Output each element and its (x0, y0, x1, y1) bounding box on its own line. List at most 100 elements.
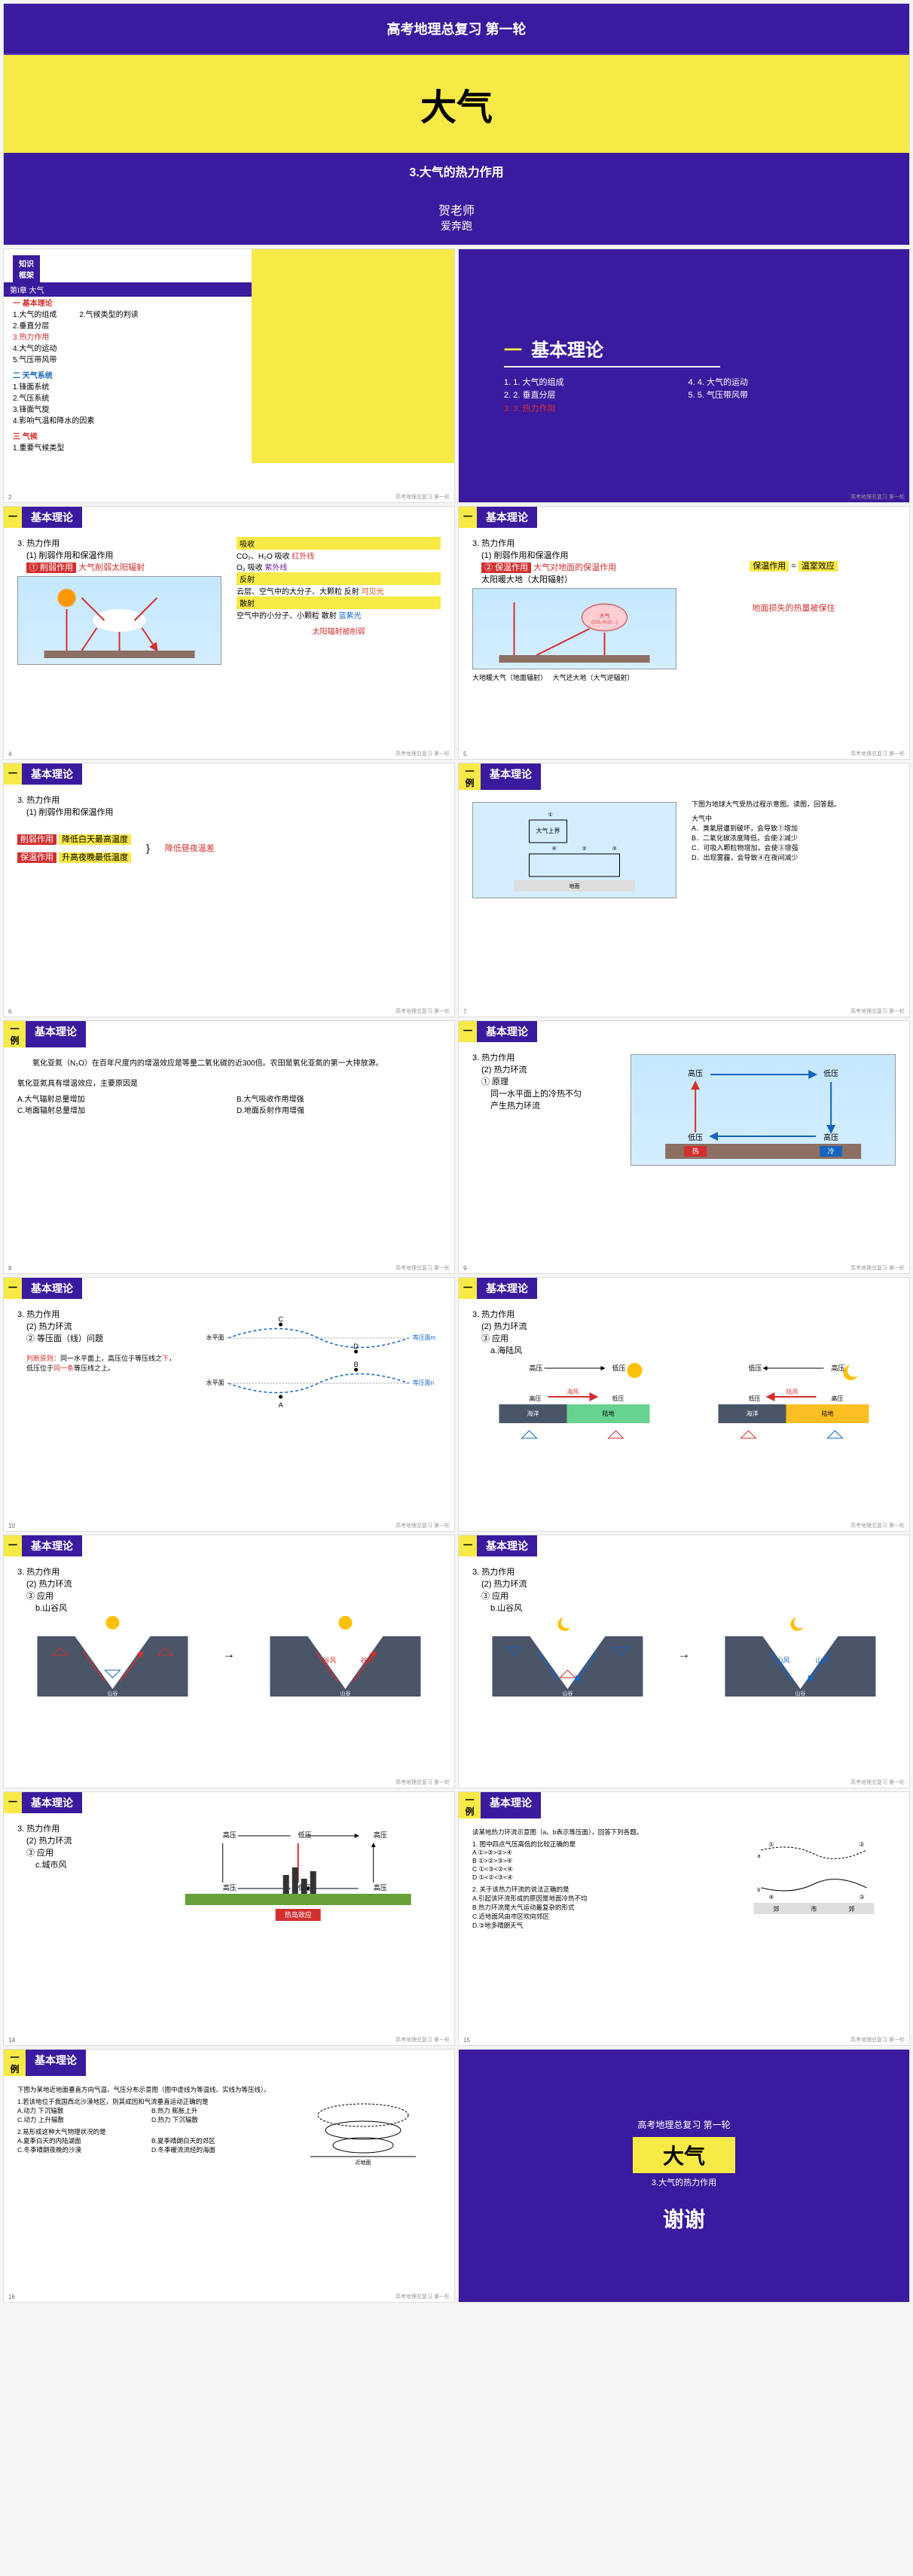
svg-text:陆地: 陆地 (603, 1410, 615, 1417)
section-intro-slide: 一基本理论 1. 大气的组成 2. 垂直分层 3. 热力作用 4. 大气的运动 … (458, 248, 910, 503)
isobar-diagram: C D A B 等压面m 等压面n 水平面 水平面 (196, 1308, 441, 1413)
weaken-diagram (17, 576, 221, 665)
slide-valley-day: 一基本理论 3. 热力作用 (2) 热力环流 ③ 应用 b.山谷风 山峰 山峰 … (3, 1535, 455, 1789)
slide-insulate: 一基本理论 3. 热力作用 (1) 削弱作用和保温作用 ② 保温作用 大气对地面… (458, 506, 910, 761)
toc-slide: 知识框架 第I章 大气 一 基本理论 1.大气的组成 2.垂直分层 3.热力作用… (3, 248, 455, 503)
slide-example-1: 一 例基本理论 大气上界 ① ② ③ ④ 地面 下图为地球大气受热过程示意图。读… (458, 763, 910, 1017)
svg-text:B: B (353, 1361, 358, 1368)
svg-text:a: a (758, 1854, 761, 1859)
svg-text:山谷: 山谷 (107, 1690, 118, 1697)
svg-text:山风: 山风 (776, 1657, 789, 1664)
svg-text:山峰: 山峰 (738, 1629, 749, 1636)
slide-example-3: 一 例基本理论 读某地热力环流示意图（a、b表示等压面），回答下列各题。 1. … (458, 1791, 910, 2046)
svg-text:海洋: 海洋 (527, 1410, 539, 1417)
example-4-diagram: 近地面 (286, 2085, 441, 2168)
svg-text:山谷: 山谷 (795, 1690, 805, 1697)
seabreeze-day: 高压低压 海洋 陆地 高压低压 海风 (472, 1359, 676, 1442)
svg-text:高压: 高压 (688, 1069, 703, 1078)
svg-text:C: C (278, 1315, 283, 1323)
slide-isobar: 一基本理论 3. 热力作用 (2) 热力环流 ② 等压面（线）问题 判断原则：同… (3, 1277, 455, 1532)
svg-text:山峰: 山峰 (396, 1629, 407, 1636)
svg-text:高压: 高压 (530, 1395, 542, 1402)
svg-text:②: ② (582, 846, 587, 852)
svg-text:低压: 低压 (749, 1364, 762, 1372)
svg-text:热岛效应: 热岛效应 (284, 1910, 311, 1919)
svg-text:山峰: 山峰 (618, 1629, 629, 1636)
svg-text:低压: 低压 (749, 1395, 761, 1402)
svg-text:地面: 地面 (569, 883, 580, 889)
svg-text:海洋: 海洋 (747, 1410, 759, 1417)
svg-text:b: b (758, 1888, 761, 1893)
svg-text:高压: 高压 (823, 1133, 838, 1142)
svg-text:①: ① (548, 812, 553, 818)
svg-text:市: 市 (811, 1905, 817, 1913)
svg-text:低压: 低压 (823, 1069, 838, 1078)
slide-urban: 一基本理论 3. 热力作用 (2) 热力环流 ③ 应用 c.城市风 高压低压高压… (3, 1791, 455, 2046)
svg-text:④: ④ (552, 846, 557, 852)
svg-text:山峰: 山峰 (50, 1629, 61, 1636)
svg-text:低压: 低压 (612, 1364, 626, 1372)
svg-text:谷风: 谷风 (360, 1657, 374, 1664)
svg-text:②: ② (860, 1841, 865, 1848)
svg-text:山谷: 山谷 (562, 1690, 573, 1697)
svg-text:A: A (278, 1401, 282, 1409)
svg-text:山风: 山风 (815, 1657, 829, 1664)
example-diagram-1: 大气上界 ① ② ③ ④ 地面 (472, 802, 676, 898)
svg-text:郊: 郊 (849, 1905, 855, 1913)
svg-text:大气上界: 大气上界 (536, 827, 560, 834)
svg-text:④: ④ (769, 1894, 774, 1901)
seabreeze-night: 低压高压 海洋 陆地 低压高压 陆风 (692, 1359, 896, 1442)
valley-diagram-1: 山峰 山峰 山谷 (17, 1614, 208, 1697)
svg-text:大气: 大气 (600, 612, 610, 619)
title-slide: 高考地理总复习 第一轮 大气 3.大气的热力作用 贺老师 爱奔跑 (3, 3, 910, 245)
svg-text:③: ③ (612, 846, 617, 852)
svg-text:高压: 高压 (832, 1364, 845, 1372)
valley-night-2: 山峰 山峰 山谷 山风 山风 (705, 1614, 896, 1697)
svg-text:高压: 高压 (832, 1395, 844, 1402)
slide-example-4: 一 例基本理论 下图为某地近地面垂直方向气温、气压分布示意图（图中虚线为等温线、… (3, 2049, 455, 2303)
svg-text:等压面n: 等压面n (412, 1379, 433, 1386)
svg-text:谷风: 谷风 (322, 1657, 336, 1664)
svg-text:高压: 高压 (373, 1831, 386, 1839)
insulate-diagram: 大气 (CO₂·H₂O…) (472, 588, 676, 669)
svg-text:热: 热 (692, 1147, 698, 1155)
slide-summary: 一基本理论 3. 热力作用 (1) 削弱作用和保温作用 削弱作用 降低白天最高温… (3, 763, 455, 1017)
slide-example-2: 一 例基本理论 氧化亚氮（N₂O）在百年尺度内的增温效应是等量二氧化碳的近300… (3, 1020, 455, 1275)
valley-night-1: 山峰 山峰 山谷 (472, 1614, 663, 1697)
svg-text:低压: 低压 (688, 1133, 703, 1142)
svg-text:水平面: 水平面 (206, 1379, 224, 1386)
svg-text:高压: 高压 (373, 1883, 386, 1892)
end-slide: 高考地理总复习 第一轮 大气 3.大气的热力作用 谢谢 (458, 2049, 910, 2303)
svg-text:山峰: 山峰 (505, 1629, 516, 1636)
toc-badge: 知识框架 (13, 255, 40, 282)
svg-text:①: ① (769, 1841, 774, 1848)
slide-circulation: 一基本理论 3. 热力作用 (2) 热力环流 ① 原理 同一水平面上的冷热不匀 … (458, 1020, 910, 1275)
svg-text:高压: 高压 (222, 1883, 236, 1892)
svg-text:山峰: 山峰 (851, 1629, 862, 1636)
urban-diagram: 高压低压高压 高压低压高压 热岛效应 (155, 1822, 441, 1928)
svg-text:低压: 低压 (298, 1831, 311, 1839)
title-author: 贺老师 爱奔跑 (4, 189, 909, 245)
title-main: 大气 (4, 55, 909, 153)
svg-text:近地面: 近地面 (356, 2159, 371, 2166)
svg-text:高压: 高压 (530, 1364, 543, 1372)
svg-text:等压面m: 等压面m (412, 1334, 435, 1341)
svg-text:高压: 高压 (222, 1831, 236, 1839)
example-3-diagram: ① ② ④ ③ a b 郊 市 郊 (732, 1828, 896, 1918)
svg-text:③: ③ (860, 1894, 865, 1901)
svg-text:陆地: 陆地 (822, 1410, 834, 1417)
svg-text:山谷: 山谷 (340, 1690, 350, 1697)
slide-weaken: 一基本理论 3. 热力作用 (1) 削弱作用和保温作用 ① 削弱作用 大气削弱太… (3, 506, 455, 761)
slide-valley-night: 一基本理论 3. 热力作用 (2) 热力环流 ③ 应用 b.山谷风 山峰 山峰 … (458, 1535, 910, 1789)
svg-text:D: D (353, 1343, 359, 1350)
slide-seabreeze: 一基本理论 3. 热力作用 (2) 热力环流 ③ 应用 a.海陆风 高压低压 海… (458, 1277, 910, 1532)
svg-text:山峰: 山峰 (283, 1629, 294, 1636)
svg-text:郊: 郊 (774, 1905, 780, 1913)
svg-text:陆风: 陆风 (786, 1388, 798, 1395)
svg-text:海风: 海风 (567, 1388, 579, 1395)
svg-text:水平面: 水平面 (206, 1334, 224, 1341)
svg-text:低压: 低压 (612, 1395, 624, 1402)
svg-text:冷: 冷 (827, 1147, 834, 1155)
svg-text:山峰: 山峰 (163, 1629, 174, 1636)
title-header: 高考地理总复习 第一轮 (4, 4, 909, 55)
